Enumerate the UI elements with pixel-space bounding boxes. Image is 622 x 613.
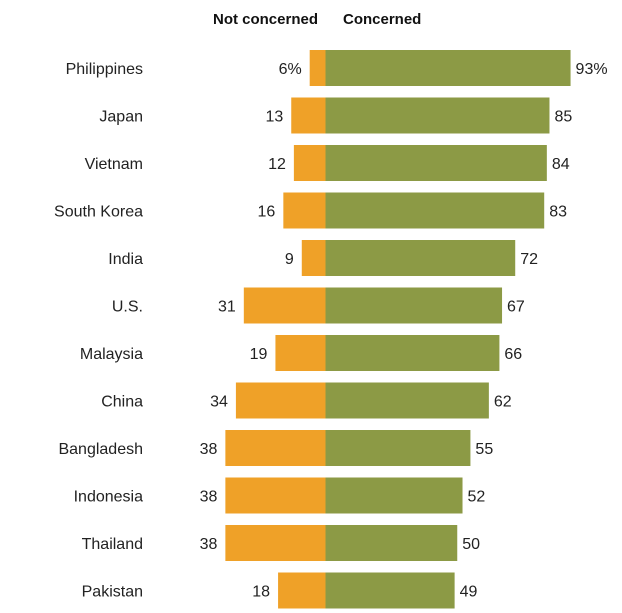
bar-not-concerned-indonesia: [225, 477, 326, 514]
category-label-malaysia: Malaysia: [80, 346, 143, 363]
category-label-pakistan: Pakistan: [82, 584, 143, 601]
value-not-concerned-bangladesh: 38: [200, 441, 218, 458]
value-not-concerned-indonesia: 38: [200, 489, 218, 506]
bar-concerned-indonesia: [325, 477, 463, 514]
bar-concerned-pakistan: [325, 572, 455, 609]
category-label-indonesia: Indonesia: [74, 489, 143, 506]
bar-concerned-u-s: [325, 287, 503, 324]
bar-concerned-thailand: [325, 525, 458, 561]
category-label-thailand: Thailand: [82, 536, 143, 553]
value-not-concerned-south-korea: 16: [258, 204, 276, 221]
bar-not-concerned-vietnam: [293, 145, 326, 181]
legend-not-concerned: Not concerned: [213, 11, 318, 28]
category-label-china: China: [101, 394, 143, 411]
bar-not-concerned-south-korea: [283, 192, 326, 229]
value-concerned-pakistan: 49: [460, 584, 478, 601]
bar-concerned-india: [325, 240, 516, 276]
chart-rows: Philippines 6% 93% Japan 13 85 Vietnam 12 84 Sout…: [54, 50, 608, 609]
category-label-japan: Japan: [99, 109, 143, 126]
bar-concerned-china: [325, 382, 489, 419]
bar-concerned-vietnam: [325, 145, 547, 181]
bar-concerned-japan: [325, 97, 550, 134]
value-not-concerned-vietnam: 12: [268, 156, 286, 173]
value-concerned-u-s: 67: [507, 299, 525, 316]
category-label-india: India: [108, 251, 143, 268]
value-concerned-japan: 85: [554, 109, 572, 126]
bar-not-concerned-philippines: [309, 50, 326, 86]
value-concerned-bangladesh: 55: [475, 441, 493, 458]
category-label-philippines: Philippines: [66, 61, 143, 78]
bar-concerned-philippines: [325, 50, 571, 86]
value-concerned-south-korea: 83: [549, 204, 567, 221]
category-label-bangladesh: Bangladesh: [58, 441, 143, 458]
value-not-concerned-china: 34: [210, 394, 228, 411]
bar-concerned-bangladesh: [325, 430, 471, 466]
value-concerned-thailand: 50: [462, 536, 480, 553]
value-concerned-malaysia: 66: [504, 346, 522, 363]
legend-concerned: Concerned: [343, 11, 421, 28]
bar-concerned-malaysia: [325, 335, 500, 371]
value-not-concerned-thailand: 38: [200, 536, 218, 553]
bar-not-concerned-thailand: [225, 525, 326, 561]
bar-not-concerned-japan: [291, 97, 326, 134]
value-concerned-philippines: 93%: [576, 61, 608, 78]
bar-not-concerned-pakistan: [278, 572, 326, 609]
bar-not-concerned-bangladesh: [225, 430, 326, 466]
value-concerned-india: 72: [520, 251, 538, 268]
value-not-concerned-pakistan: 18: [252, 584, 270, 601]
category-label-vietnam: Vietnam: [85, 156, 143, 173]
bar-not-concerned-china: [235, 382, 326, 419]
category-label-south-korea: South Korea: [54, 204, 143, 221]
bar-not-concerned-india: [301, 240, 326, 276]
value-not-concerned-philippines: 6%: [279, 61, 302, 78]
value-concerned-vietnam: 84: [552, 156, 570, 173]
value-not-concerned-u-s: 31: [218, 299, 236, 316]
value-concerned-china: 62: [494, 394, 512, 411]
value-concerned-indonesia: 52: [468, 489, 486, 506]
value-not-concerned-japan: 13: [265, 109, 283, 126]
bar-not-concerned-u-s: [243, 287, 326, 324]
value-not-concerned-india: 9: [285, 251, 294, 268]
bar-not-concerned-malaysia: [275, 335, 326, 371]
value-not-concerned-malaysia: 19: [250, 346, 268, 363]
category-label-u-s: U.S.: [112, 299, 143, 316]
bar-concerned-south-korea: [325, 192, 545, 229]
